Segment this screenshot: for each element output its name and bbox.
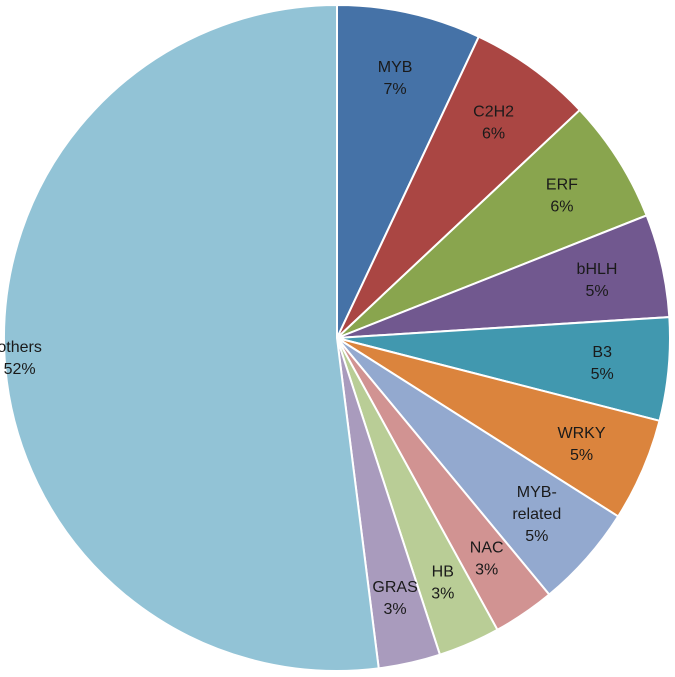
slice-category-label: WRKY (558, 425, 606, 442)
slice-percent-label: 5% (525, 528, 548, 545)
slice-percent-label: 52% (4, 361, 36, 378)
slice-percent-label: 3% (475, 561, 498, 578)
slice-category-label: HB (432, 564, 454, 581)
pie-labels: MYB 7%C2H2 6%ERF 6%bHLH 5%B3 5%WRKY 5%MYB-rela… (0, 59, 617, 618)
pie-label-erf: ERF 6% (546, 176, 578, 215)
pie-label-myb: MYB 7% (378, 59, 413, 98)
slice-percent-label: 7% (384, 81, 407, 98)
pie-label-others: others 52% (0, 339, 42, 378)
pie-label-myb-related: MYB-related 5% (512, 484, 561, 545)
pie-slice-others (3, 3, 380, 672)
slice-percent-label: 6% (550, 198, 573, 215)
pie-label-nac: NAC 3% (470, 539, 504, 578)
slice-percent-label: 5% (591, 366, 614, 383)
slice-category-label: C2H2 (473, 104, 514, 121)
slice-category-label: others (0, 339, 42, 356)
slice-percent-label: 5% (570, 447, 593, 464)
slice-category-label: MYB- (517, 484, 557, 501)
pie-slices (3, 3, 671, 672)
slice-category-label: GRAS (372, 579, 417, 596)
slice-percent-label: 6% (482, 126, 505, 143)
slice-category-label: B3 (592, 344, 612, 361)
pie-slice-myb (336, 3, 481, 339)
pie-slice-c2h2 (336, 35, 582, 339)
pie-label-hb: HB 3% (431, 564, 454, 603)
pie-slice-erf (336, 108, 648, 339)
pie-label-wrky: WRKY 5% (558, 425, 606, 464)
slice-category-label: ERF (546, 176, 578, 193)
slice-category-label: bHLH (577, 261, 618, 278)
pie-label-bhlh: bHLH 5% (577, 261, 618, 300)
slice-percent-label: 3% (384, 601, 407, 618)
pie-label-c2h2: C2H2 6% (473, 104, 514, 143)
slice-percent-label: 3% (431, 586, 454, 603)
slice-category-label: related (512, 506, 561, 523)
slice-percent-label: 5% (585, 283, 608, 300)
slice-category-label: NAC (470, 539, 504, 556)
pie-label-b3: B3 5% (591, 344, 614, 383)
slice-category-label: MYB (378, 59, 413, 76)
pie-label-gras: GRAS 3% (372, 579, 417, 618)
